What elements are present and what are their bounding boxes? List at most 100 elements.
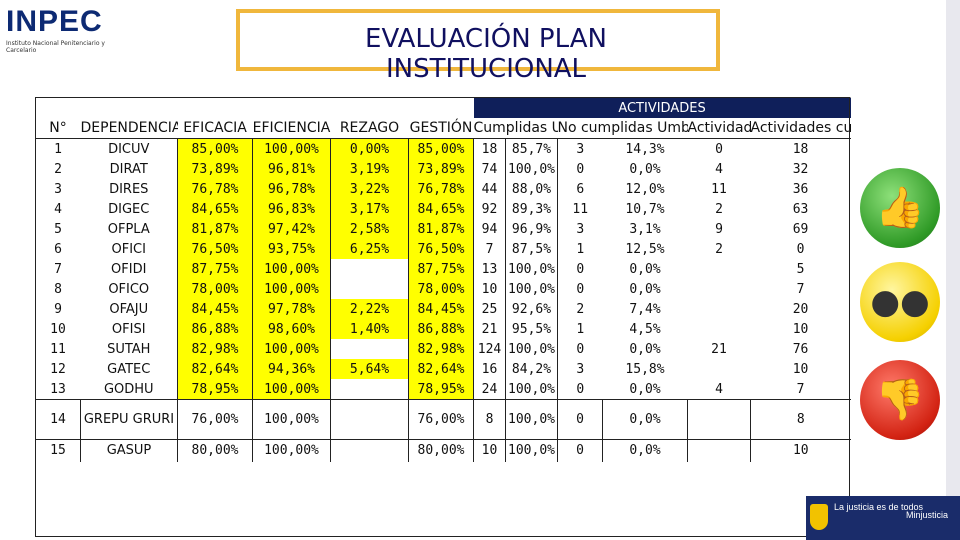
cell-dep: OFICI [111,241,146,257]
cell-n: 14 [35,399,81,440]
cell-gestion: 82,98% [408,339,474,359]
inpec-logo: INPEC Instituto Nacional Penitenciario y… [6,6,136,55]
header-dependencia: DEPENDENCIA [80,119,178,136]
cell-c100: 8 [749,399,851,440]
cell-nc-p: 0,0% [629,161,661,177]
table-row: 13 GODHU 78,95% 100,00% 78,95% 24 100,0% 0 0,0% 4… [36,379,851,400]
cell-c-n: 25 [473,299,506,319]
cell-rezago: 5,64% [330,359,409,379]
cell-eficacia: 81,87% [177,219,253,239]
page-title: EVALUACIÓN PLAN INSTITUCIONAL [236,24,736,84]
cell-rezago: 3,19% [330,159,409,179]
footer-slogan: La justicia es de todos [834,502,924,512]
cell-rezago [330,339,409,359]
evaluation-table: ACTIVIDADES N° DEPENDENCIA EFICACIA EFIC… [35,97,851,462]
cell-rezago: 1,40% [330,319,409,339]
cell-c-n: 16 [473,359,506,379]
cell-sin: 4 [715,381,723,397]
cell-nc-p: 0,0% [629,341,661,357]
cell-n: 1 [54,141,62,157]
cell-n: 12 [50,361,66,377]
colombia-shield-icon [810,504,828,530]
title-frame [236,9,720,71]
cell-eficiencia: 96,83% [252,199,331,219]
cell-n: 4 [54,201,62,217]
cell-nc-n: 0 [557,339,603,359]
cell-sin [687,439,751,462]
cell-c-p: 100,0% [505,259,558,279]
cell-n: 6 [54,241,62,257]
cell-gestion: 82,64% [408,359,474,379]
cell-rezago [330,399,409,440]
header-eficacia: EFICACIA [183,119,247,136]
cell-eficacia: 80,00% [177,439,253,462]
cell-gestion: 81,87% [408,219,474,239]
cell-n: 11 [50,341,66,357]
footer-brand: La justicia es de todos Minjusticia [806,496,960,540]
footer-ministry: Minjusticia [906,510,949,520]
table-row: 7 OFIDI 87,75% 100,00% 87,75% 13 100,0% 0 0,0% 5 [36,259,851,279]
cell-nc-n: 0 [557,379,603,400]
cell-gestion: 73,89% [408,159,474,179]
cell-sin [688,279,751,299]
cell-c100: 10 [792,321,809,337]
cell-rezago: 3,22% [330,179,409,199]
cell-eficiencia: 100,00% [252,339,331,359]
cell-gestion: 76,00% [408,399,474,440]
cell-dep: OFICO [108,281,150,297]
cell-nc-n: 6 [557,179,603,199]
cell-c100: 0 [796,241,805,257]
cell-nc-p: 0,0% [602,399,688,440]
cell-c-p: 85,7% [505,138,558,159]
cell-c-n: 21 [473,319,506,339]
cell-rezago [330,439,409,462]
cell-c-n: 7 [473,239,506,259]
cell-eficacia: 78,95% [177,379,253,400]
cell-gestion: 76,78% [408,179,474,199]
cell-rezago: 3,17% [330,199,409,219]
cell-gestion: 78,95% [408,379,474,400]
cell-eficacia: 78,00% [177,279,253,299]
cell-eficiencia: 98,60% [252,319,331,339]
cell-rezago [330,279,409,299]
cell-c-p: 96,9% [505,219,558,239]
cell-dep: DICUV [108,141,150,157]
cell-c-p: 92,6% [505,299,558,319]
cell-dep: OFIDI [111,261,147,277]
table-row: 2 DIRAT 73,89% 96,81% 3,19% 73,89% 74 100,0% 0 0,… [36,159,851,179]
cell-rezago: 6,25% [330,239,409,259]
table-row: 10 OFISI 86,88% 98,60% 1,40% 86,88% 21 95,5% 1 4,… [36,319,851,339]
cell-dep: GODHU [103,381,154,397]
cell-nc-p: 0,0% [629,381,661,397]
cell-nc-p: 4,5% [629,321,661,337]
cell-nc-p: 12,0% [625,181,665,197]
cell-nc-p: 14,3% [625,141,665,157]
cell-rezago: 2,58% [330,219,409,239]
cell-sin [688,299,751,319]
cell-c-p: 87,5% [505,239,558,259]
table-row: 4 DIGEC 84,65% 96,83% 3,17% 84,65% 92 89,3% 11 10… [36,199,851,219]
cell-eficiencia: 93,75% [252,239,331,259]
cell-c100: 69 [792,221,809,237]
cell-n: 7 [54,261,62,277]
cell-eficacia: 84,65% [177,199,253,219]
cell-c100: 7 [796,281,805,297]
cell-nc-n: 3 [557,138,603,159]
header-n: N° [49,119,67,136]
cell-eficacia: 73,89% [177,159,253,179]
cell-sin: 2 [715,241,723,257]
activities-group-header: ACTIVIDADES [473,97,851,118]
cell-c100: 5 [796,261,805,277]
blank-header-cell [36,98,474,119]
header-sin-iniciar: Actividad sin iniciar [687,119,751,136]
neutral-face-icon: ●​● [860,262,940,342]
table-row: 12 GATEC 82,64% 94,36% 5,64% 82,64% 16 84,2% 3 15… [36,359,851,379]
cell-eficacia: 86,88% [177,319,253,339]
cell-c-p: 100,0% [505,159,558,179]
cell-sin: 4 [715,161,723,177]
cell-rezago: 0,00% [330,138,409,159]
cell-nc-p: 0,0% [629,281,661,297]
table-row: 3 DIRES 76,78% 96,78% 3,22% 76,78% 44 88,0% 6 12,… [36,179,851,199]
cell-nc-p: 15,8% [625,361,665,377]
cell-sin [687,399,751,440]
